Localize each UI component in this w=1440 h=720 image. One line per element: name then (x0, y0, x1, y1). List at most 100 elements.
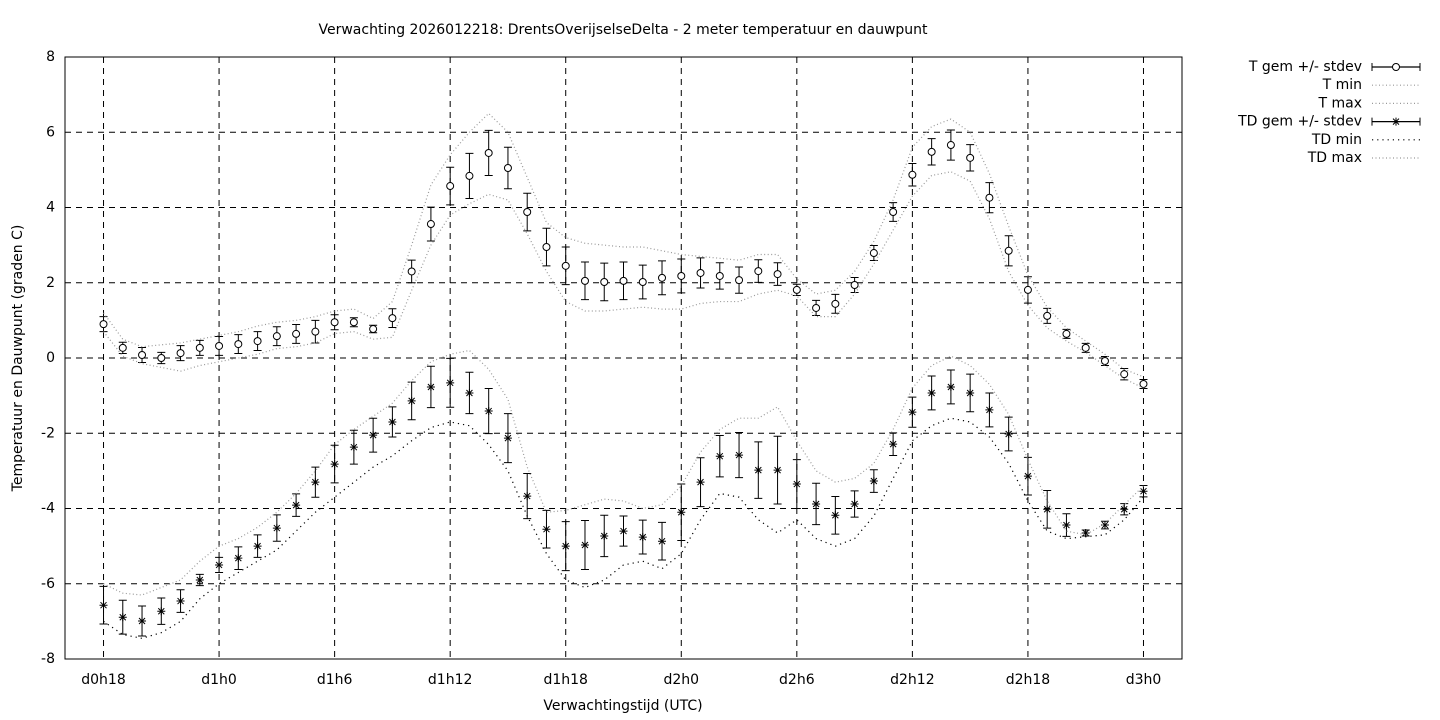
y-axis-label: Temperatuur en Dauwpunt (graden C) (10, 225, 26, 493)
marker (1023, 472, 1032, 481)
marker (215, 341, 224, 350)
marker (1392, 63, 1400, 71)
marker (561, 542, 570, 551)
marker (311, 327, 320, 336)
marker (253, 542, 262, 551)
x-tick-label: d1h6 (317, 672, 353, 688)
marker (619, 527, 628, 536)
marker (484, 148, 493, 157)
marker (388, 417, 397, 426)
y-tick-label: -6 (41, 576, 55, 592)
marker (600, 277, 609, 286)
marker (369, 431, 378, 440)
marker (889, 440, 898, 449)
marker (677, 508, 686, 517)
marker (234, 554, 243, 563)
marker (1120, 505, 1129, 514)
line (103, 112, 1144, 378)
marker (349, 318, 358, 327)
marker (831, 511, 840, 520)
x-tick-label: d2h18 (1006, 672, 1050, 688)
marker (792, 480, 801, 489)
marker (773, 466, 782, 475)
marker (638, 277, 647, 286)
marker (850, 281, 859, 290)
marker (966, 153, 975, 162)
marker (407, 267, 416, 276)
marker (330, 318, 339, 327)
x-tick-label: d1h0 (201, 672, 237, 688)
marker (272, 332, 281, 341)
legend-label: T gem +/- stdev (1248, 59, 1362, 75)
x-tick-label: d2h0 (663, 672, 699, 688)
y-tick-label: 0 (46, 350, 55, 366)
marker (908, 170, 917, 179)
marker (118, 343, 127, 352)
chart-title: Verwachting 2026012218: DrentsOverijsels… (318, 22, 928, 38)
marker (580, 276, 589, 285)
marker (446, 378, 455, 387)
legend-swatch (1371, 63, 1421, 71)
y-tick-label: 4 (46, 200, 55, 216)
legend-label: TD max (1307, 150, 1362, 166)
x-tick-label: d1h18 (543, 672, 587, 688)
marker (253, 337, 262, 346)
marker (927, 147, 936, 156)
marker (696, 268, 705, 277)
marker (484, 407, 493, 416)
marker (118, 613, 127, 622)
marker (889, 208, 898, 217)
x-tick-label: d3h0 (1126, 672, 1162, 688)
marker (946, 382, 955, 391)
marker (927, 388, 936, 397)
marker (426, 382, 435, 391)
marker (658, 537, 667, 546)
marker (542, 243, 551, 252)
marker (1139, 487, 1148, 496)
marker (465, 171, 474, 180)
marker (503, 163, 512, 172)
marker (869, 249, 878, 258)
legend-label: T max (1317, 95, 1362, 111)
marker (1139, 379, 1148, 388)
marker (465, 388, 474, 397)
line (103, 171, 1144, 389)
y-tick-label: 2 (46, 275, 55, 291)
marker (1043, 311, 1052, 320)
line (103, 417, 1144, 639)
marker (715, 271, 724, 280)
marker (600, 531, 609, 540)
marker (1023, 285, 1032, 294)
marker (523, 208, 532, 217)
marker (176, 349, 185, 358)
marker (272, 524, 281, 533)
marker (446, 182, 455, 191)
x-tick-label: d2h12 (890, 672, 934, 688)
marker (1120, 370, 1129, 379)
marker (292, 501, 301, 510)
marker (1081, 528, 1090, 537)
plot-frame (64, 56, 1183, 660)
legend-label: TD min (1311, 132, 1362, 148)
marker (754, 466, 763, 475)
y-tick-label: -2 (41, 425, 55, 441)
marker (696, 478, 705, 487)
marker (176, 597, 185, 606)
marker (1100, 357, 1109, 366)
marker (580, 540, 589, 549)
legend-label: TD gem +/- stdev (1237, 114, 1362, 130)
marker (523, 492, 532, 501)
y-tick-label: -8 (41, 651, 55, 667)
marker (677, 271, 686, 280)
y-tick-label: -4 (41, 501, 55, 517)
marker (215, 560, 224, 569)
marker (908, 408, 917, 417)
marker (985, 405, 994, 414)
marker (407, 396, 416, 405)
marker (966, 388, 975, 397)
marker (812, 499, 821, 508)
marker (735, 276, 744, 285)
marker (1062, 329, 1071, 338)
marker (985, 193, 994, 202)
